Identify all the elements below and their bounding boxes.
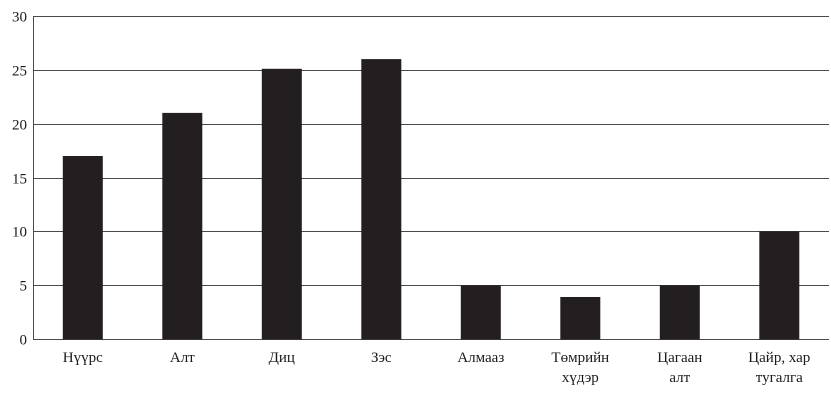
y-tick-label: 20 (12, 118, 27, 134)
bar (261, 68, 302, 340)
x-category-label-line: Зэс (371, 350, 392, 366)
x-category-label-line: Нүүрс (63, 350, 103, 366)
bar (162, 112, 203, 340)
bars (62, 59, 800, 340)
y-tick-label: 25 (12, 64, 27, 80)
y-axis-ticks: 0 5 10 15 20 25 30 (12, 10, 27, 349)
x-category-label: Алт (170, 350, 195, 366)
x-category-label: Цайр, хар тугалга (748, 350, 810, 386)
gridlines (33, 16, 829, 340)
x-category-label-line: Цагаан (657, 350, 702, 366)
x-category-label-line: Төмрийн (551, 350, 609, 366)
x-axis-labels: Нүүрс Алт Диц Зэс Алмааз Төмрийн хүдэр Цагаан ал… (63, 350, 810, 386)
bar (62, 156, 103, 340)
y-tick-label: 0 (20, 333, 28, 349)
y-tick-label: 30 (12, 10, 27, 26)
x-category-label-line: Алт (170, 350, 195, 366)
x-category-label-line: Цайр, хар (748, 350, 810, 366)
x-category-label: Диц (269, 350, 295, 366)
y-tick-label: 10 (12, 225, 27, 241)
x-category-label: Цагаан алт (657, 350, 702, 386)
y-tick-label: 5 (20, 279, 28, 295)
x-category-label-line: Диц (269, 350, 295, 366)
x-category-label: Алмааз (457, 350, 504, 366)
bar (759, 231, 800, 340)
bar (361, 59, 402, 340)
x-category-label: Зэс (371, 350, 392, 366)
x-category-label: Нүүрс (63, 350, 103, 366)
x-category-label-line: алт (669, 370, 690, 386)
y-tick-label: 15 (12, 172, 27, 188)
bar (460, 285, 501, 340)
bar (560, 297, 601, 340)
x-category-label: Төмрийн хүдэр (551, 350, 609, 386)
x-category-label-line: Алмааз (457, 350, 504, 366)
bar (659, 285, 700, 340)
x-category-label-line: хүдэр (562, 370, 599, 386)
x-category-label-line: тугалга (756, 370, 803, 386)
